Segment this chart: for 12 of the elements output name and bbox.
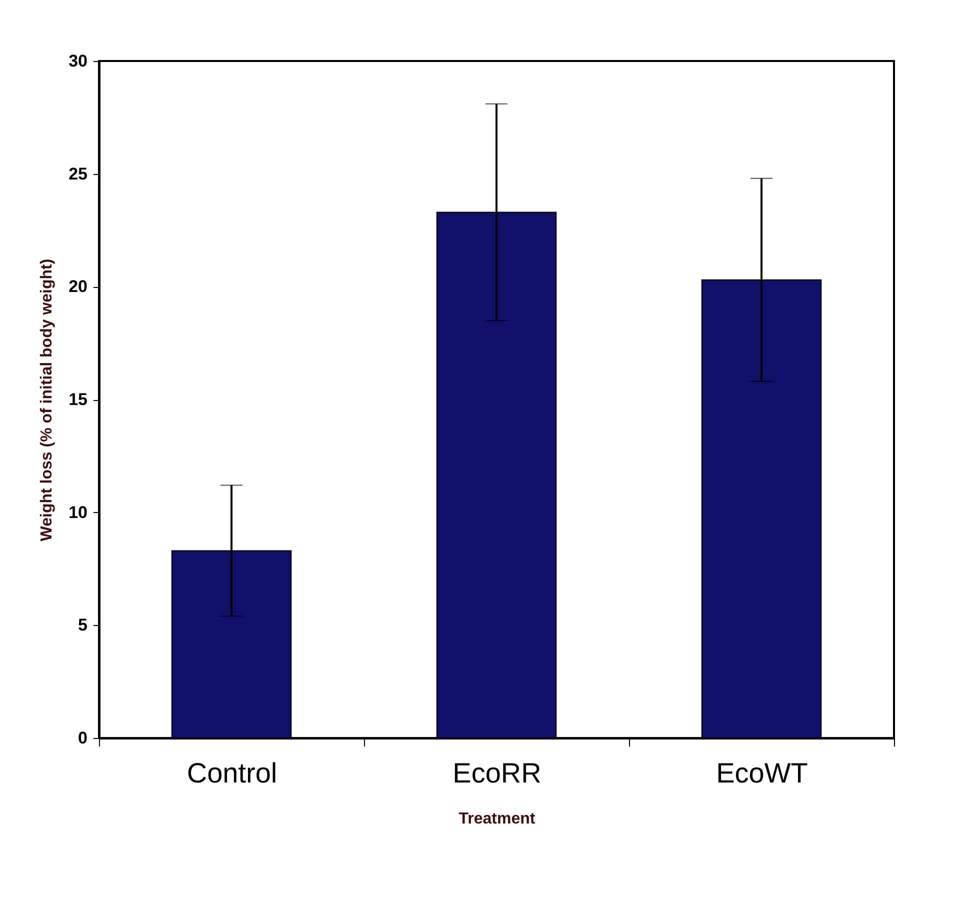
- x-tick-label: EcoWT: [716, 758, 808, 788]
- y-axis-title: Weight loss (% of initial body weight): [38, 258, 56, 542]
- x-tick-label: Control: [186, 758, 278, 788]
- x-tick-label: EcoRR: [452, 758, 542, 788]
- y-tick-label: 20: [68, 277, 88, 296]
- y-tick-label: 10: [68, 502, 88, 522]
- y-tick-label: 15: [68, 390, 88, 409]
- y-tick-label: 25: [68, 164, 88, 184]
- y-tick-label: 5: [78, 616, 88, 635]
- x-axis-title: Treatment: [458, 810, 536, 828]
- y-tick-label: 30: [68, 52, 88, 70]
- y-tick-label: 0: [78, 728, 88, 748]
